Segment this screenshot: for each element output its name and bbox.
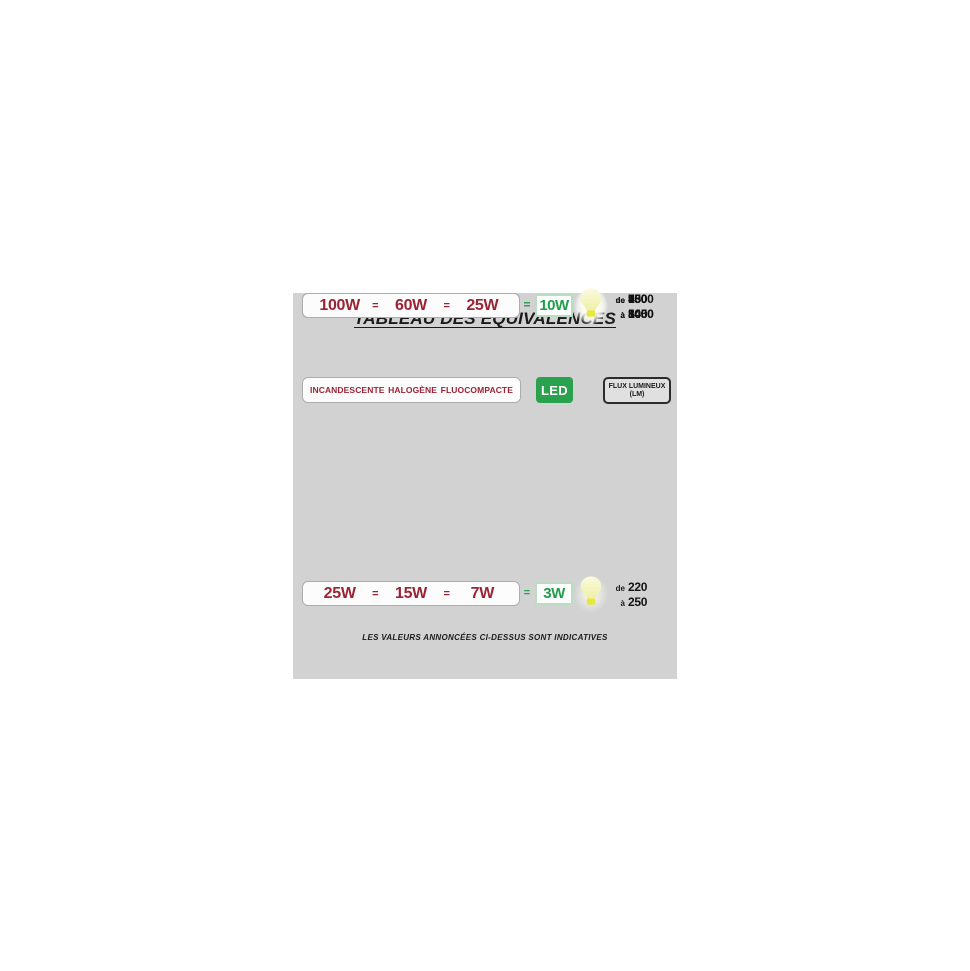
flux-header-line2: (LM): [629, 390, 645, 398]
wattage-box: 25W = 15W = 7W: [302, 581, 520, 606]
flux-min-value: 950: [628, 292, 648, 306]
led-value-box: 10W: [535, 294, 573, 317]
equals-sign: =: [372, 587, 379, 600]
flux-de-label: de: [615, 584, 625, 593]
flux-a-label: à: [620, 310, 625, 320]
flux-min-value: 450: [628, 292, 648, 306]
flux-de-label: de: [615, 296, 625, 305]
flux-de-label: de: [615, 296, 625, 305]
flux-a-label: à: [620, 310, 625, 320]
halogene-value: 15W: [394, 584, 427, 602]
flux-header-line1: FLUX LUMINEUX: [608, 382, 666, 390]
incandescente-value: 100W: [319, 296, 360, 314]
light-bulb-icon: [574, 287, 608, 325]
flux-range: de 450 à 500: [611, 293, 673, 322]
column-header-incandescente: INCANDESCENTE: [310, 385, 385, 395]
bulb-type-header-box: INCANDESCENTE HALOGÈNE FLUOCOMPACTE: [302, 377, 521, 403]
wattage-box: 100W = 60W = 25W: [302, 293, 520, 318]
halogene-value: 60W: [394, 296, 427, 314]
equals-sign: =: [523, 299, 531, 311]
table-row: 100W = 60W = 25W = 10W de 1300 à 1400: [293, 287, 677, 325]
column-header-halogene: HALOGÈNE: [388, 385, 438, 395]
equals-sign: =: [523, 587, 531, 599]
flux-max-value: 500: [628, 306, 648, 321]
flux-range: de 700 à 800: [611, 293, 673, 322]
flux-de-label: de: [615, 296, 625, 305]
flux-min-value: 1300: [628, 292, 654, 306]
light-bulb-icon: [574, 575, 608, 613]
flux-min-value: 700: [628, 292, 648, 306]
flux-max-value: 800: [628, 306, 648, 321]
flux-de-label: de: [615, 296, 625, 305]
flux-range: de 950 à 1050: [611, 293, 673, 322]
incandescente-value: 25W: [323, 584, 356, 602]
equals-sign: =: [523, 299, 531, 311]
flux-max-value: 250: [628, 594, 648, 609]
equals-sign: =: [523, 299, 531, 311]
flux-min-value: 220: [628, 580, 648, 594]
disclaimer-text: LES VALEURS ANNONCÉES CI-DESSUS SONT IND…: [362, 633, 608, 642]
flux-a-label: à: [620, 310, 625, 320]
equals-sign: =: [443, 587, 450, 600]
equals-sign: =: [523, 299, 531, 311]
flux-range: de 1300 à 1400: [611, 293, 673, 322]
fluocompacte-value: 7W: [470, 584, 495, 602]
flux-range: de 220 à 250: [611, 581, 673, 610]
table-row: 25W = 15W = 7W = 3W de 220: [293, 575, 677, 613]
column-header-fluocompacte: FLUOCOMPACTE: [440, 385, 513, 395]
equivalence-table-panel: TABLEAU DES ÉQUIVALENCES INCANDESCENTE H…: [293, 287, 677, 679]
flux-a-label: à: [620, 310, 625, 320]
led-value: 3W: [543, 585, 565, 602]
led-value: 10W: [539, 297, 569, 314]
flux-max-value: 1050: [628, 306, 654, 321]
column-header-flux-lumineux: FLUX LUMINEUX (LM): [603, 377, 671, 404]
led-value-box: 3W: [535, 582, 573, 605]
column-header-led: LED: [536, 377, 573, 403]
flux-max-value: 1400: [628, 306, 654, 321]
fluocompacte-value: 25W: [466, 296, 499, 314]
equals-sign: =: [443, 299, 450, 312]
equals-sign: =: [372, 299, 379, 312]
flux-a-label: à: [620, 598, 625, 608]
